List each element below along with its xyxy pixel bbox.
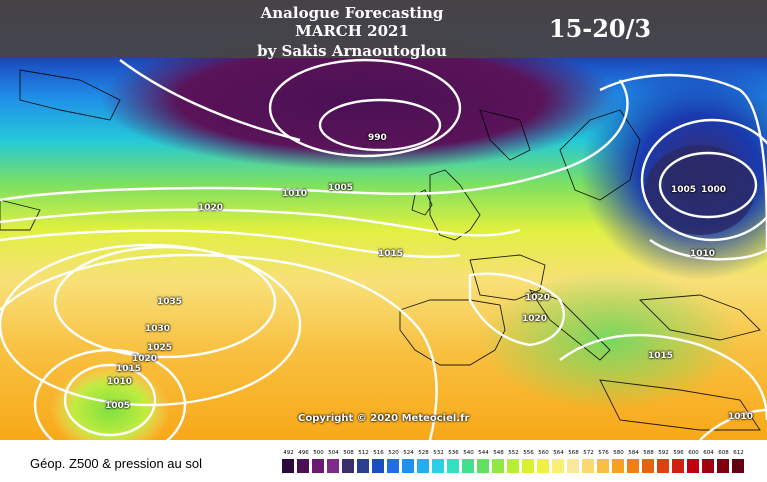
- isobar-label: 1030: [145, 324, 171, 334]
- scale-swatch: [282, 459, 294, 473]
- scale-swatch: [477, 459, 489, 473]
- scale-swatch: [342, 459, 354, 473]
- isobar-label: 1025: [147, 343, 173, 353]
- legend-title: Géop. Z500 & pression au sol: [30, 456, 202, 471]
- scale-label: 552: [508, 450, 519, 456]
- scale-swatch: [552, 459, 564, 473]
- scale-swatch: [522, 459, 534, 473]
- isobar-label: 1035: [157, 297, 183, 307]
- isobar-label: 1015: [648, 351, 674, 361]
- scale-swatch: [642, 459, 654, 473]
- date-range: 15-20/3: [548, 14, 652, 43]
- scale-swatch: [297, 459, 309, 473]
- isobar-label: 1020: [132, 354, 158, 364]
- scale-label: 536: [448, 450, 459, 456]
- scale-label: 528: [418, 450, 429, 456]
- scale-label: 516: [373, 450, 384, 456]
- scale-label: 612: [733, 450, 744, 456]
- scale-swatch: [537, 459, 549, 473]
- scale-label: 556: [523, 450, 534, 456]
- scale-swatch: [447, 459, 459, 473]
- scale-label: 512: [358, 450, 369, 456]
- scale-label: 548: [493, 450, 504, 456]
- color-scale: 492 496 500 504 508 512 516 520 524 528 532 536 540 5…: [282, 450, 746, 478]
- scale-label: 588: [643, 450, 654, 456]
- scale-swatch: [417, 459, 429, 473]
- scale-label: 560: [538, 450, 549, 456]
- isobar-label: 1020: [522, 314, 548, 324]
- scale-label: 576: [598, 450, 609, 456]
- isobar-label: 1010: [282, 189, 308, 199]
- scale-label: 572: [583, 450, 594, 456]
- scale-label: 544: [478, 450, 489, 456]
- scale-swatch: [492, 459, 504, 473]
- scale-swatch: [387, 459, 399, 473]
- scale-label: 496: [298, 450, 309, 456]
- scale-label: 520: [388, 450, 399, 456]
- scale-label: 596: [673, 450, 684, 456]
- scale-label: 604: [703, 450, 714, 456]
- scale-label: 592: [658, 450, 669, 456]
- scale-swatch: [372, 459, 384, 473]
- isobar-label: 1005: [105, 401, 131, 411]
- isobar-label: 1020: [198, 203, 224, 213]
- isobar-label: 1015: [378, 249, 404, 259]
- scale-swatch: [507, 459, 519, 473]
- scale-label: 532: [433, 450, 444, 456]
- scale-label: 500: [313, 450, 324, 456]
- scale-swatch: [627, 459, 639, 473]
- scale-label: 524: [403, 450, 414, 456]
- title-line2: MARCH 2021: [295, 22, 409, 40]
- copyright-text: Copyright © 2020 Meteociel.fr: [298, 413, 470, 424]
- scale-swatch: [732, 459, 744, 473]
- isobar-label: 1005: [671, 185, 697, 195]
- scale-label: 504: [328, 450, 339, 456]
- title-line1: Analogue Forecasting: [260, 4, 444, 22]
- scale-label: 584: [628, 450, 639, 456]
- isobar-label: 1015: [116, 364, 142, 374]
- scale-swatch: [702, 459, 714, 473]
- scale-swatch: [402, 459, 414, 473]
- isobar-label: 990: [368, 133, 387, 143]
- scale-label: 564: [553, 450, 564, 456]
- isobar-label: 1000: [701, 185, 727, 195]
- scale-swatch: [597, 459, 609, 473]
- isobar-label: 1010: [690, 249, 716, 259]
- isobar-label: 1005: [328, 183, 354, 193]
- title-line3: by Sakis Arnaoutoglou: [257, 42, 447, 60]
- scale-swatch: [357, 459, 369, 473]
- scale-swatch: [687, 459, 699, 473]
- scale-swatch: [582, 459, 594, 473]
- scale-swatch: [567, 459, 579, 473]
- isobar-label: 1020: [525, 293, 551, 303]
- isobar-label: 1010: [728, 412, 754, 422]
- scale-label: 540: [463, 450, 474, 456]
- scale-swatch: [612, 459, 624, 473]
- scale-swatch: [657, 459, 669, 473]
- scale-swatch: [462, 459, 474, 473]
- scale-label: 608: [718, 450, 729, 456]
- scale-label: 492: [283, 450, 294, 456]
- scale-label: 600: [688, 450, 699, 456]
- scale-label: 508: [343, 450, 354, 456]
- scale-swatch: [717, 459, 729, 473]
- scale-swatch: [672, 459, 684, 473]
- isobar-label: 1010: [107, 377, 133, 387]
- scale-swatch: [312, 459, 324, 473]
- scale-label: 580: [613, 450, 624, 456]
- scale-label: 568: [568, 450, 579, 456]
- scale-swatch: [327, 459, 339, 473]
- scale-swatch: [432, 459, 444, 473]
